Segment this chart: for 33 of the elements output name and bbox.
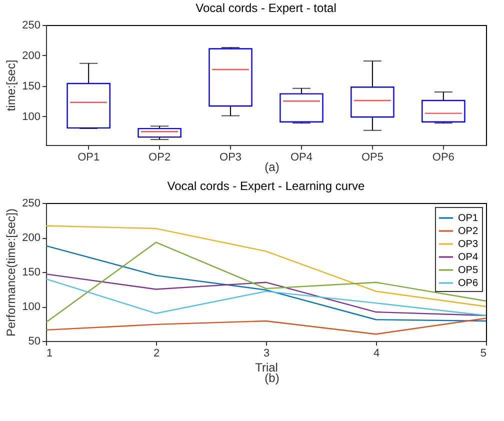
x-tick-label: OP1 (78, 152, 100, 164)
y-tick-label: 250 (22, 198, 40, 210)
x-tick-label: 2 (153, 348, 160, 360)
legend-label: OP1 (458, 213, 478, 224)
legend-label: OP5 (458, 265, 478, 276)
legend-label: OP6 (458, 278, 478, 289)
x-tick-label: 5 (480, 348, 486, 360)
legend-label: OP2 (458, 226, 478, 237)
chart-title: Vocal cords - Expert - Learning curve (167, 179, 366, 193)
y-axis-title: Performance(time:[sec]) (4, 208, 18, 337)
legend-label: OP3 (458, 239, 478, 250)
y-tick-label: 150 (22, 80, 40, 92)
x-tick-label: OP2 (148, 152, 171, 164)
text: (a) (264, 160, 280, 174)
x-tick-label: 3 (263, 348, 270, 360)
line-series (45, 225, 487, 308)
y-axis-title: time:[sec] (4, 60, 18, 112)
y-tick-label: 100 (22, 110, 40, 123)
y-tick-label: 150 (22, 266, 40, 278)
x-tick-label: OP5 (361, 152, 384, 164)
x-tick-label: 4 (373, 348, 380, 360)
y-tick-label: 100 (22, 301, 40, 313)
y-tick-label: 200 (22, 232, 40, 244)
y-tick-label: 250 (22, 20, 40, 32)
legend-label: OP4 (458, 252, 478, 263)
x-tick-label: 1 (46, 348, 53, 360)
x-tick-label: OP6 (432, 152, 454, 164)
chart-title: Vocal cords - Expert - total (196, 1, 336, 15)
y-tick-label: 200 (22, 50, 40, 62)
y-tick-label: 50 (28, 336, 40, 348)
x-tick-label: OP4 (290, 152, 312, 164)
line-series (45, 318, 487, 335)
x-tick-label: OP3 (220, 152, 242, 164)
